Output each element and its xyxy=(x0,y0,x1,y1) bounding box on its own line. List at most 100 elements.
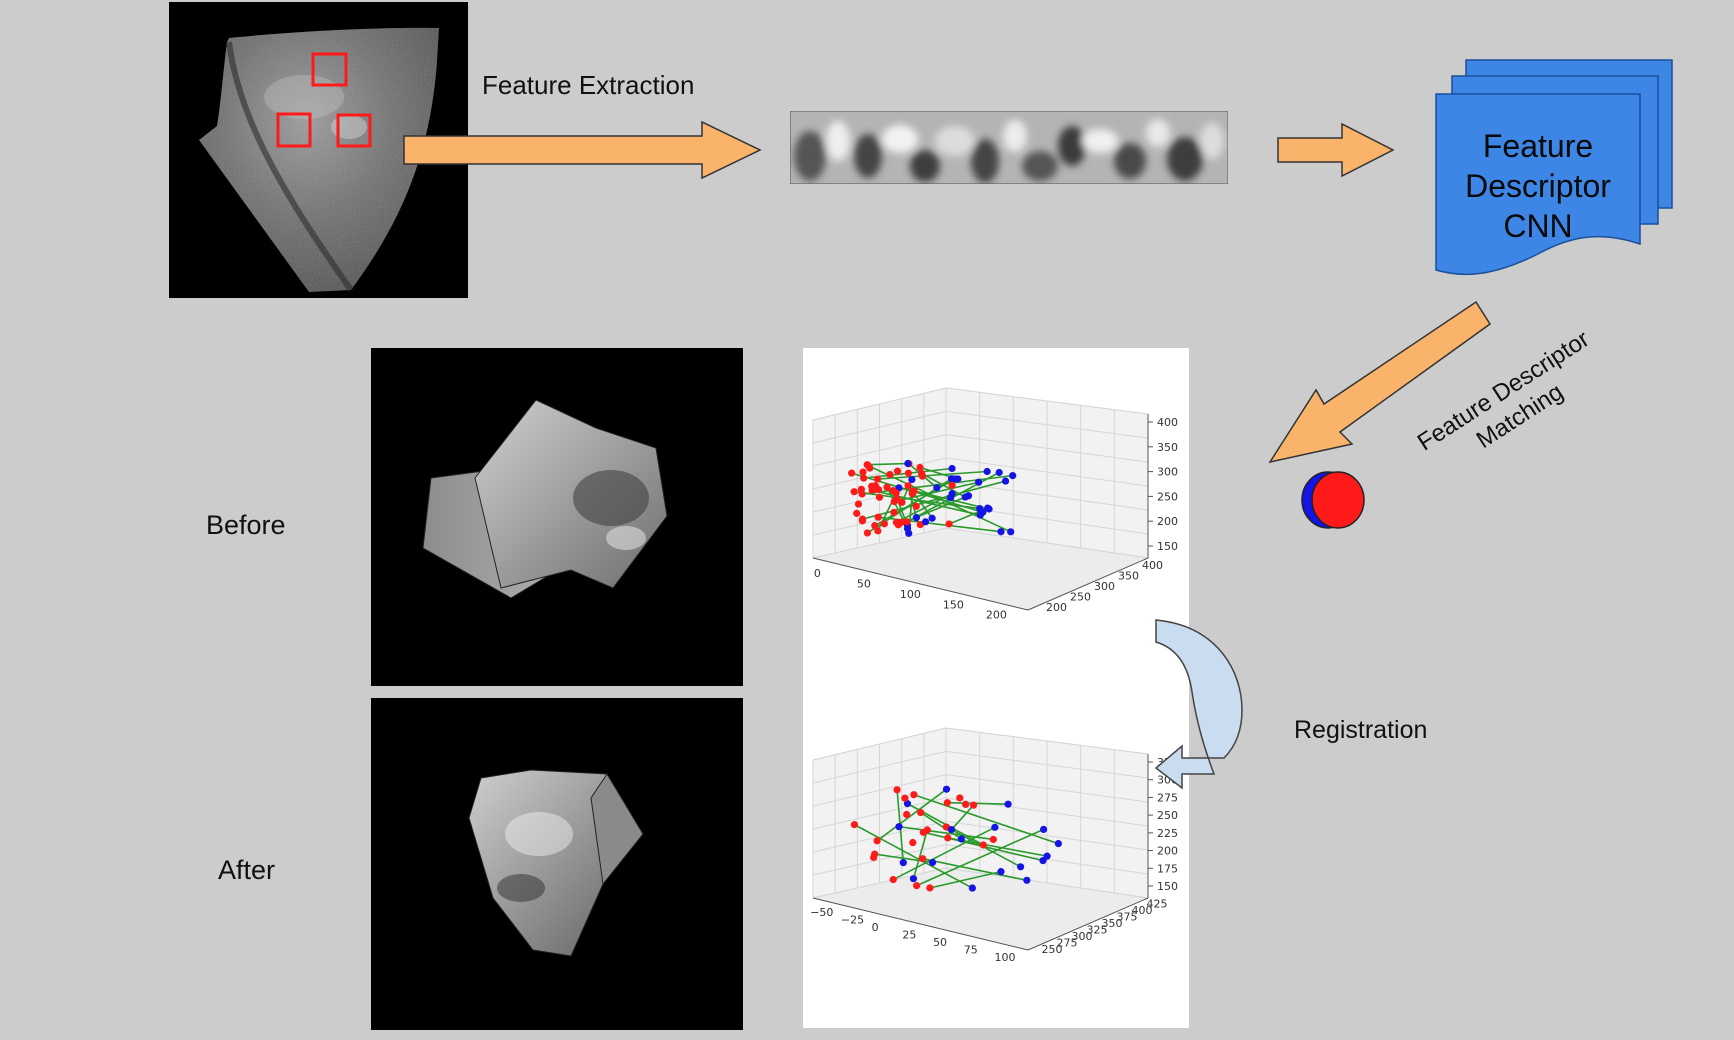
z-tick-label: 150 xyxy=(1157,540,1178,553)
blue-point xyxy=(928,514,936,522)
red-point xyxy=(866,464,874,472)
z-tick-label: 175 xyxy=(1157,862,1178,875)
y-tick-label: 400 xyxy=(1142,559,1163,572)
x-tick-label: 150 xyxy=(943,598,964,611)
y-tick-label: 250 xyxy=(1042,943,1063,956)
blue-point xyxy=(1004,800,1012,808)
red-point xyxy=(893,467,902,475)
red-point xyxy=(858,517,867,525)
grid-line xyxy=(812,844,947,876)
ultrasound-fan-scan xyxy=(199,27,439,292)
before-volume-render xyxy=(371,348,743,686)
x-tick-label: 100 xyxy=(995,951,1016,964)
match-line xyxy=(913,793,1059,845)
red-point xyxy=(897,518,905,526)
red-point xyxy=(945,520,953,528)
red-point xyxy=(886,470,894,479)
z-tick-label: 275 xyxy=(1157,791,1178,804)
x-tick-label: 100 xyxy=(900,588,921,601)
scatter-plots-panel: 400 350 300 250 200 150 400 350 300 250 200 0 50 100 1… xyxy=(803,348,1189,1028)
grid-line xyxy=(945,527,1149,559)
blue-point xyxy=(948,464,956,473)
red-point xyxy=(873,475,882,483)
red-point xyxy=(904,469,913,477)
blue-point xyxy=(1001,477,1010,485)
y-tick-label: 275 xyxy=(1057,936,1078,949)
registration-arrow xyxy=(1154,619,1243,790)
blue-point xyxy=(975,478,983,486)
after-volume-render xyxy=(371,698,743,1030)
feature-extraction-arrow xyxy=(403,120,762,180)
red-point xyxy=(850,488,858,496)
red-point xyxy=(901,794,909,802)
red-point xyxy=(874,513,882,521)
x-tick-label: 0 xyxy=(814,567,821,580)
roi-box xyxy=(336,113,372,148)
feature-descriptor-cnn-block xyxy=(1435,59,1673,276)
x-tick-label: 200 xyxy=(986,609,1007,622)
red-point xyxy=(969,801,978,809)
x-tick-label: −25 xyxy=(841,914,864,927)
match-line xyxy=(876,788,948,842)
blue-point xyxy=(983,467,991,476)
blue-point xyxy=(933,484,941,492)
red-point xyxy=(860,474,868,482)
feature-extraction-label: Feature Extraction xyxy=(482,70,695,100)
z-tick-label: 150 xyxy=(1157,880,1178,893)
blue-point xyxy=(948,490,956,498)
cnn-label-line2: Descriptor xyxy=(1465,168,1611,204)
red-point xyxy=(918,472,927,480)
z-tick-label: 300 xyxy=(1157,466,1178,479)
x-tick-label: 75 xyxy=(964,943,978,956)
blue-point xyxy=(928,858,937,867)
extracted-feature-patches xyxy=(790,111,1228,184)
red-point xyxy=(919,855,927,863)
plot-pane xyxy=(812,727,1149,899)
red-point xyxy=(948,481,956,489)
blue-point xyxy=(1023,876,1031,884)
matched-points-icon xyxy=(1301,471,1365,529)
z-tick-label: 225 xyxy=(1157,827,1178,840)
blue-point xyxy=(899,859,907,867)
match-line xyxy=(877,470,988,480)
z-tick-label: 250 xyxy=(1157,809,1178,822)
match-line xyxy=(922,857,1028,882)
blue-point xyxy=(1007,528,1015,536)
blue-point xyxy=(947,825,956,834)
y-axis-line xyxy=(1027,897,1149,951)
red-point xyxy=(890,498,898,506)
y-tick-label: 300 xyxy=(1072,930,1093,943)
cnn-label-line1: Feature xyxy=(1482,128,1594,164)
red-point xyxy=(880,520,888,528)
x-tick-label: 25 xyxy=(902,929,916,942)
blue-point xyxy=(1017,863,1025,871)
red-point xyxy=(956,794,964,802)
red-point xyxy=(989,835,997,844)
roi-box xyxy=(276,112,312,148)
red-point xyxy=(909,838,917,847)
red-point xyxy=(848,469,856,477)
z-tick-label: 200 xyxy=(1157,845,1178,858)
registration-label: Registration xyxy=(1294,716,1428,744)
red-point xyxy=(979,841,987,849)
blue-point xyxy=(991,823,999,831)
red-point xyxy=(875,493,884,501)
red-point xyxy=(874,527,882,535)
y-tick-label: 350 xyxy=(1102,917,1123,930)
z-tick-label: 350 xyxy=(1157,441,1178,454)
red-point xyxy=(854,500,863,508)
red-point xyxy=(889,487,897,495)
red-point xyxy=(916,521,924,529)
blue-point xyxy=(895,823,903,831)
red-point xyxy=(919,828,927,836)
match-line xyxy=(947,801,1009,805)
grid-line xyxy=(945,867,1149,899)
red-point xyxy=(863,529,872,537)
red-point xyxy=(904,482,912,490)
y-tick-label: 375 xyxy=(1117,910,1138,923)
blue-point xyxy=(984,504,992,512)
x-tick-label: −50 xyxy=(810,906,833,919)
y-tick-label: 400 xyxy=(1132,904,1153,917)
red-point xyxy=(868,482,876,490)
red-point xyxy=(926,884,934,892)
